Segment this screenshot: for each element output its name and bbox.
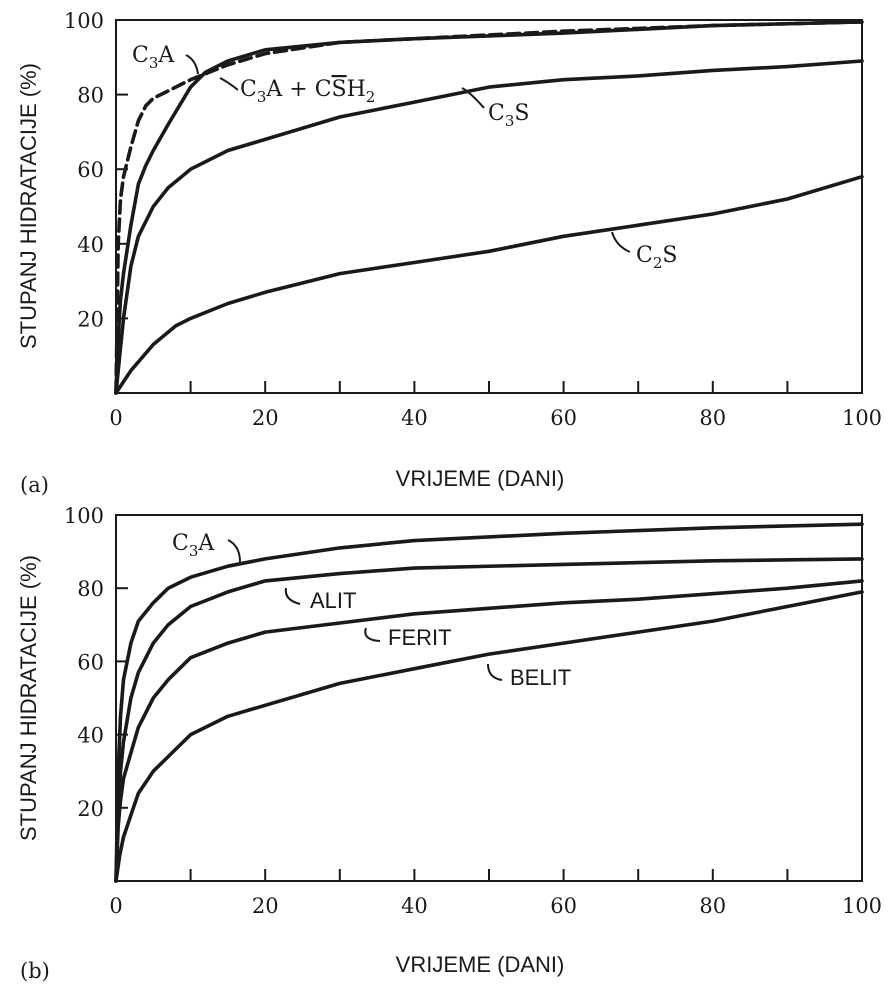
series-labels-a: C3A C3A + CSH2 C3S C2S — [132, 43, 677, 272]
y-tick-label: 40 — [77, 724, 104, 748]
chart-panel-a: 0 20 40 60 80 100 20 40 60 80 100 C3A C3A + CSH2 C3S… — [16, 9, 882, 497]
label-leader — [364, 627, 381, 642]
y-tick-label: 100 — [64, 9, 104, 33]
label-leader — [219, 77, 239, 91]
y-tick-label: 20 — [77, 797, 104, 821]
plot-frame-b — [115, 514, 863, 882]
label-leader — [227, 539, 241, 563]
x-tick-label: 60 — [550, 894, 577, 918]
label-leader — [185, 54, 199, 75]
x-tick-label: 40 — [401, 894, 428, 918]
series-label: C3A — [172, 531, 215, 560]
y-tick-label: 80 — [77, 84, 104, 108]
x-tick-label: 100 — [842, 406, 882, 430]
series-label: ALIT — [310, 588, 356, 613]
series-line-a-3 — [114, 174, 864, 395]
series-label: C2S — [636, 243, 677, 272]
series-label: C3A — [132, 43, 175, 72]
series-label: C3A + CSH2 — [240, 77, 375, 106]
chart-panel-b: 0 20 40 60 80 100 20 40 60 80 100 C3A ALIT FERIT BELI… — [16, 504, 882, 983]
x-tick-label: 20 — [252, 894, 279, 918]
x-tick-label: 40 — [401, 406, 428, 430]
y-tick-label: 40 — [77, 233, 104, 257]
y-tick-label: 80 — [77, 577, 104, 601]
series-line-a-2 — [114, 59, 864, 395]
x-tick-label: 0 — [109, 406, 122, 430]
y-tick-label: 60 — [77, 158, 104, 182]
x-axis-label-b: VRIJEME (DANI) — [396, 952, 565, 977]
x-tick-label: 100 — [842, 894, 882, 918]
series-label: FERIT — [388, 625, 452, 650]
x-tick-label: 20 — [252, 406, 279, 430]
y-tick-label: 20 — [77, 307, 104, 331]
x-tick-label: 60 — [550, 406, 577, 430]
ticks-a: 0 20 40 60 80 100 20 40 60 80 100 — [64, 9, 882, 430]
y-axis-label-a: STUPANJ HIDRATACIJE (%) — [16, 63, 41, 349]
series-labels-b: C3A ALIT FERIT BELIT — [172, 531, 571, 690]
curves-a — [114, 20, 864, 395]
y-tick-label: 100 — [64, 504, 104, 528]
y-tick-label: 60 — [77, 650, 104, 674]
curves-b — [114, 522, 864, 883]
series-line-a-1 — [114, 20, 864, 395]
label-leader — [611, 231, 631, 253]
label-leader — [487, 663, 503, 681]
series-line-b-1 — [114, 557, 864, 883]
label-leader — [461, 87, 485, 109]
series-line-b-0 — [114, 522, 864, 883]
x-tick-label: 80 — [699, 894, 726, 918]
x-axis-label-a: VRIJEME (DANI) — [396, 466, 565, 491]
y-axis-label-b: STUPANJ HIDRATACIJE (%) — [16, 555, 41, 841]
panel-label-b: (b) — [20, 959, 50, 983]
label-leader — [284, 587, 301, 605]
x-tick-label: 80 — [699, 406, 726, 430]
series-label: BELIT — [510, 665, 571, 690]
ticks-b: 0 20 40 60 80 100 20 40 60 80 100 — [64, 504, 882, 918]
series-line-b-2 — [114, 579, 864, 883]
series-label: C3S — [488, 101, 529, 130]
x-tick-label: 0 — [109, 894, 122, 918]
panel-label-a: (a) — [20, 473, 49, 497]
series-line-b-3 — [114, 590, 864, 883]
